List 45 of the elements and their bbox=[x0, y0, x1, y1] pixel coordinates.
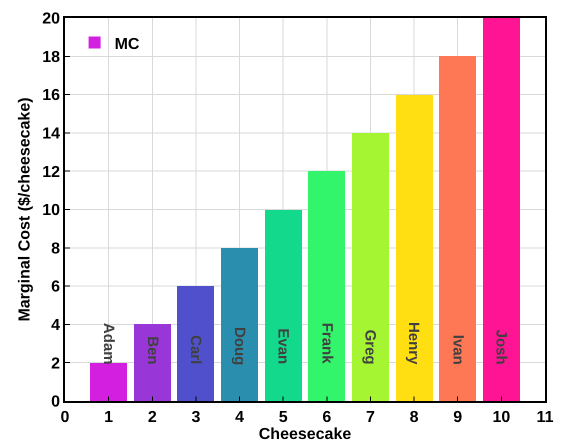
bar bbox=[396, 95, 433, 401]
bar bbox=[439, 56, 476, 401]
annotation: Henry bbox=[405, 322, 422, 366]
y-tick-label: 0 bbox=[51, 394, 60, 411]
bar bbox=[483, 18, 520, 401]
annotation: Ben bbox=[144, 336, 161, 365]
y-tick-label: 8 bbox=[51, 240, 60, 258]
x-tick-label: 1 bbox=[104, 408, 114, 426]
x-tick-label: 8 bbox=[410, 408, 419, 426]
x-tick-label: 5 bbox=[278, 408, 288, 426]
x-tick-label: 11 bbox=[536, 408, 554, 426]
x-tick-label: 4 bbox=[235, 408, 244, 426]
bar bbox=[134, 324, 171, 401]
annotation: Adam bbox=[100, 322, 118, 365]
y-tick-label: 18 bbox=[42, 48, 60, 66]
legend-label: MC bbox=[114, 36, 140, 53]
annotation: Doug bbox=[231, 326, 248, 366]
y-tick-label: 10 bbox=[42, 202, 60, 220]
x-tick-label: 6 bbox=[322, 408, 332, 426]
x-tick-label: 9 bbox=[453, 408, 462, 426]
y-tick-label: 14 bbox=[42, 126, 60, 142]
bar bbox=[265, 210, 302, 401]
x-tick-label: 7 bbox=[366, 408, 375, 426]
annotation: Greg bbox=[361, 330, 378, 365]
annotation: Ivan bbox=[449, 334, 466, 365]
x-tick-label: 3 bbox=[191, 408, 200, 426]
bar bbox=[352, 133, 389, 401]
annotation: Josh bbox=[492, 330, 510, 365]
y-tick-label: 2 bbox=[51, 355, 60, 372]
annotation: Carl bbox=[186, 335, 204, 364]
y-tick-label: 16 bbox=[42, 87, 60, 104]
bar bbox=[90, 363, 127, 401]
annotation: Frank bbox=[318, 322, 336, 364]
y-tick-label: 6 bbox=[51, 278, 60, 296]
y-axis-title: Marginal Cost ($/cheesecake) bbox=[16, 97, 34, 322]
y-tick-label: 4 bbox=[51, 317, 60, 334]
bar bbox=[177, 286, 214, 401]
bar bbox=[221, 248, 258, 401]
x-tick-label: 2 bbox=[148, 408, 157, 426]
bar bbox=[308, 171, 345, 401]
x-axis-title: Cheesecake bbox=[258, 426, 352, 443]
x-tick-label: 10 bbox=[492, 408, 510, 426]
y-tick-label: 12 bbox=[42, 164, 60, 181]
annotation: Evan bbox=[274, 328, 292, 364]
y-tick-label: 20 bbox=[42, 10, 60, 28]
